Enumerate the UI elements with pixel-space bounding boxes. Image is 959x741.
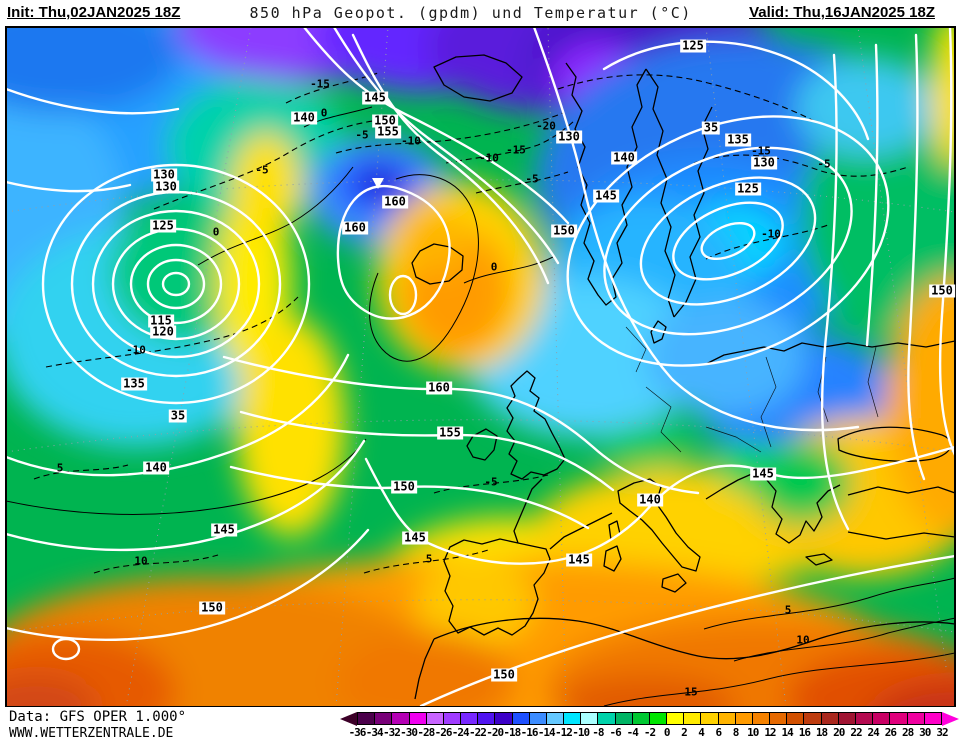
header-bar: Init: Thu,02JAN2025 18Z 850 hPa Geopot. …	[0, 0, 959, 26]
colorbar-segment	[717, 713, 735, 724]
colorbar-tick: 8	[732, 726, 740, 739]
colorbar-segment	[494, 713, 512, 724]
colorbar-tick: -24	[451, 726, 470, 739]
colorbar-tick: 6	[715, 726, 723, 739]
colorbar-tick: -4	[626, 726, 639, 739]
colorbar-segment	[374, 713, 392, 724]
colorbar-segment	[631, 713, 649, 724]
colorbar-segment	[511, 713, 529, 724]
colorbar-tick: -26	[434, 726, 453, 739]
init-time-label: Init: Thu,02JAN2025 18Z	[7, 4, 181, 21]
colorbar-tick: 26	[884, 726, 897, 739]
colorbar-segment	[803, 713, 821, 724]
colorbar-segment	[425, 713, 443, 724]
colorbar-tick: 18	[815, 726, 828, 739]
colorbar-left-arrow	[340, 712, 357, 726]
colorbar-segment	[580, 713, 598, 724]
colorbar-segment	[786, 713, 804, 724]
colorbar-tick: -18	[503, 726, 521, 739]
colorbar-segment	[923, 713, 941, 724]
weather-map: 145 150 155 140 130 130 125 115 120 135 35 140 145 15…	[5, 26, 956, 708]
colorbar-tick: -2	[643, 726, 656, 739]
colorbar-tick: -36	[348, 726, 367, 739]
colorbar-segment	[769, 713, 787, 724]
weather-map-svg	[6, 27, 955, 707]
colorbar-segment	[734, 713, 752, 724]
valid-time-label: Valid: Thu,16JAN2025 18Z	[749, 4, 935, 21]
colorbar-segment	[358, 713, 375, 724]
colorbar-segment	[528, 713, 546, 724]
colorbar-segment	[442, 713, 461, 724]
colorbar-tick: 32	[936, 726, 948, 739]
colorbar-segment	[408, 713, 426, 724]
colorbar-segment	[545, 713, 564, 724]
colorbar-segment	[614, 713, 632, 724]
colorbar-segment	[648, 713, 667, 724]
colorbar-segment	[666, 713, 684, 724]
cold-pool-min-marker	[372, 178, 384, 189]
footer-bar: Data: GFS OPER 1.000° WWW.WETTERZENTRALE…	[0, 707, 959, 741]
colorbar-tick: 2	[681, 726, 688, 739]
colorbar-tick: -10	[572, 726, 590, 739]
colorbar-tick: -20	[486, 726, 504, 739]
temperature-contours-dashed	[33, 72, 909, 574]
colorbar-segment	[597, 713, 615, 724]
data-source-label: Data: GFS OPER 1.000°	[9, 709, 187, 725]
colorbar-segment	[872, 713, 890, 724]
colorbar-segment	[563, 713, 581, 724]
colorbar-tick: 24	[867, 726, 880, 739]
colorbar-segment	[751, 713, 770, 724]
colorbar-tick: -6	[609, 726, 621, 739]
colorbar-tick: 20	[833, 726, 845, 739]
colorbar-tick: 14	[781, 726, 794, 739]
colorbar-tick: -22	[469, 726, 487, 739]
colorbar-segment	[889, 713, 907, 724]
colorbar-tick: 10	[747, 726, 759, 739]
colorbar-tick: 22	[850, 726, 862, 739]
colorbar-tick: 4	[698, 726, 705, 739]
colorbar-tick: -8	[592, 726, 604, 739]
colorbar-tick: 30	[919, 726, 931, 739]
colorbar-segment	[391, 713, 409, 724]
colorbar-tick-labels: -36 -34 -32 -30 -28 -26 -24 -22 -20 -18 -16 -14 -12-…	[349, 726, 949, 739]
colorbar-segment	[700, 713, 718, 724]
temperature-colorbar	[357, 712, 942, 725]
colorbar-tick: 16	[798, 726, 811, 739]
website-label: WWW.WETTERZENTRALE.DE	[9, 726, 174, 741]
colorbar-segment	[906, 713, 924, 724]
colorbar-tick: -30	[400, 726, 418, 739]
map-title: 850 hPa Geopot. (gpdm) und Temperatur (°…	[249, 4, 692, 22]
colorbar-segment	[837, 713, 855, 724]
colorbar-tick: -12	[555, 726, 573, 739]
colorbar-tick: -28	[417, 726, 435, 739]
colorbar-tick: 0	[663, 726, 671, 739]
colorbar-segment	[683, 713, 701, 724]
colorbar-segment	[460, 713, 478, 724]
colorbar-tick: -34	[365, 726, 384, 739]
colorbar-tick: 12	[764, 726, 776, 739]
colorbar-tick: -14	[537, 726, 556, 739]
colorbar-segment	[477, 713, 495, 724]
colorbar-segment	[854, 713, 873, 724]
colorbar-tick: 28	[901, 726, 914, 739]
colorbar-right-arrow	[942, 712, 959, 726]
colorbar-segment	[820, 713, 838, 724]
map-frame	[6, 27, 955, 707]
colorbar-tick: -32	[382, 726, 401, 739]
colorbar-tick: -16	[520, 726, 539, 739]
